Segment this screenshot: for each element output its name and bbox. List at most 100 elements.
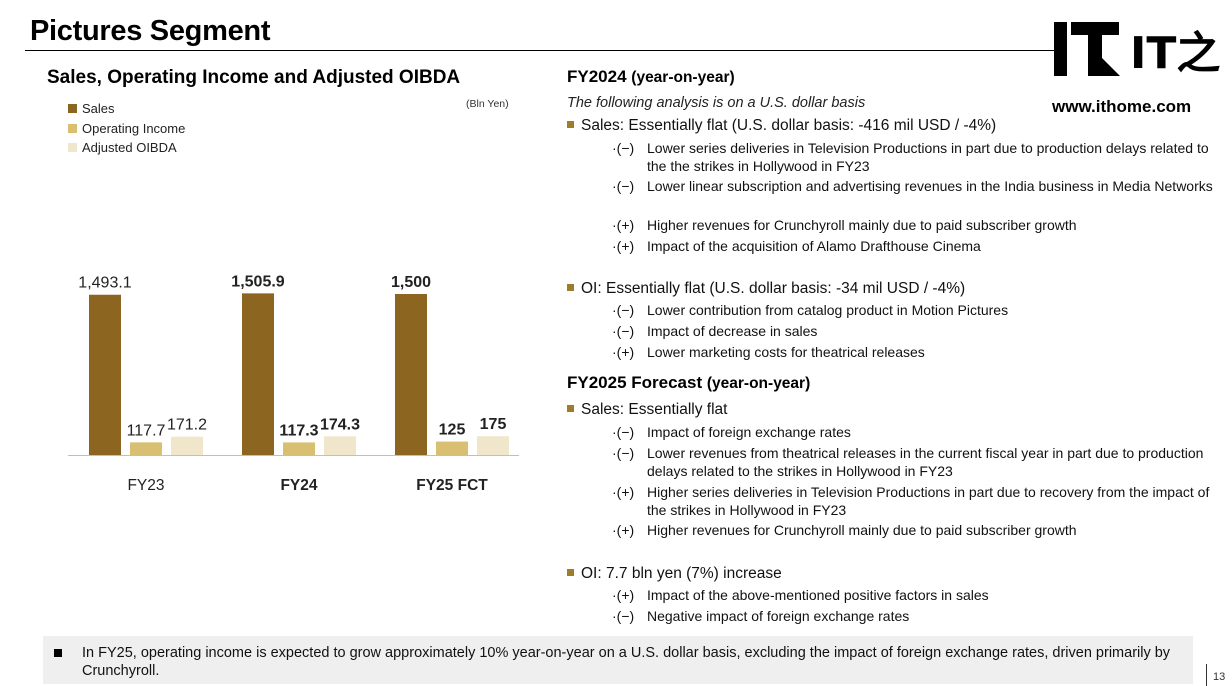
item-marker: ·(+): [612, 484, 635, 500]
item-text: Lower series deliveries in Television Pr…: [647, 140, 1209, 174]
fy2024-heading-paren: (year-on-year): [631, 69, 735, 86]
data-label-operating-income-0: 117.7: [127, 422, 166, 439]
list-item: ·(+) Lower marketing costs for theatrical…: [612, 344, 1227, 362]
item-text: Lower marketing costs for theatrical rel…: [647, 344, 925, 360]
fy2024-oi-bullet: OI: Essentially flat (U.S. dollar basis:…: [567, 280, 965, 298]
item-text: Higher revenues for Crunchyroll mainly d…: [647, 522, 1077, 538]
page-title: Pictures Segment: [30, 15, 271, 47]
item-text: Impact of decrease in sales: [647, 323, 818, 339]
data-label-adjusted-oibda-2: 175: [480, 416, 507, 433]
footer-summary-text: In FY25, operating income is expected to…: [82, 645, 1171, 679]
bullet-square-icon: [567, 284, 574, 291]
logo-url: www.ithome.com: [1052, 97, 1192, 116]
item-marker: ·(−): [612, 140, 635, 156]
item-marker: ·(+): [612, 522, 635, 538]
bullet-square-icon: [567, 569, 574, 576]
list-item: ·(+) Impact of the above-mentioned positi…: [612, 587, 1227, 605]
data-label-sales-0: 1,493.1: [78, 275, 131, 292]
list-item: ·(+) Higher revenues for Crunchyroll main…: [612, 522, 1227, 540]
legend-item-adjusted-oibda: Adjusted OIBDA: [68, 138, 185, 158]
data-label-adjusted-oibda-1: 174.3: [320, 416, 360, 433]
bullet-square-icon: [567, 121, 574, 128]
title-divider: [25, 50, 1055, 51]
item-marker: ·(+): [612, 217, 635, 233]
item-text: Lower linear subscription and advertisin…: [647, 178, 1213, 194]
chart-legend: Sales Operating Income Adjusted OIBDA: [68, 99, 185, 158]
chart-title: Sales, Operating Income and Adjusted OIB…: [47, 67, 461, 88]
bar-operating-income-1: [283, 442, 315, 455]
fy2024-sales-bullet: Sales: Essentially flat (U.S. dollar bas…: [567, 117, 996, 135]
bar-adjusted-oibda-2: [477, 436, 509, 455]
category-label-2: FY25 FCT: [416, 477, 488, 494]
item-text: Higher revenues for Crunchyroll mainly d…: [647, 217, 1077, 233]
fy2024-oi-label: OI: Essentially flat (U.S. dollar basis:…: [581, 280, 966, 297]
footer-summary-box: [43, 636, 1193, 684]
item-marker: ·(+): [612, 344, 635, 360]
item-marker: ·(−): [612, 424, 635, 440]
legend-item-operating-income: Operating Income: [68, 119, 185, 139]
item-text: Negative impact of foreign exchange rate…: [647, 608, 910, 624]
item-marker: ·(−): [612, 445, 635, 461]
footer-bullet-icon: [54, 649, 62, 657]
bullet-square-icon: [567, 405, 574, 412]
item-text: Impact of the above-mentioned positive f…: [647, 587, 989, 603]
bar-sales-1: [242, 293, 274, 455]
fy2025-heading-paren: (year-on-year): [706, 375, 811, 392]
fy2025-sales-label: Sales: Essentially flat: [581, 401, 728, 418]
bar-sales-0: [89, 294, 121, 455]
list-item: ·(−) Lower contribution from catalog prod…: [612, 302, 1227, 320]
item-marker: ·(−): [612, 608, 635, 624]
item-text: Lower contribution from catalog product …: [647, 302, 1009, 318]
list-item: ·(+) Higher revenues for Crunchyroll main…: [612, 217, 1227, 235]
legend-swatch-operating-income: [68, 123, 77, 133]
item-marker: ·(−): [612, 178, 635, 194]
list-item: ·(−) Lower series deliveries in Televisio…: [612, 140, 1227, 175]
bar-chart: 1,493.1 117.7 171.2 FY23 1,505.9 117.3 174.3 FY…: [68, 273, 519, 494]
data-label-operating-income-2: 125: [439, 422, 466, 439]
item-text: Higher series deliveries in Television P…: [647, 484, 1210, 518]
item-marker: ·(−): [612, 323, 635, 339]
item-marker: ·(+): [612, 238, 635, 254]
category-label-1: FY24: [280, 477, 317, 494]
item-text: Impact of the acquisition of Alamo Draft…: [647, 238, 981, 254]
svg-text:IT之家: IT之家: [1130, 28, 1220, 79]
item-marker: ·(+): [612, 587, 635, 603]
basis-note: The following analysis is on a U.S. doll…: [567, 95, 866, 111]
bar-sales-2: [395, 294, 427, 455]
data-label-sales-1: 1,505.9: [231, 273, 284, 290]
fy2025-oi-label: OI: 7.7 bln yen (7%) increase: [581, 565, 782, 582]
bar-operating-income-0: [130, 442, 162, 455]
list-item: ·(−) Impact of decrease in sales: [612, 323, 1227, 341]
ithome-logo-icon: IT之家: [1054, 22, 1220, 79]
fy2024-heading-text: FY2024: [567, 67, 627, 86]
fy2024-sales-label: Sales: Essentially flat (U.S. dollar bas…: [581, 117, 997, 134]
page-number: 13: [1213, 671, 1226, 683]
list-item: ·(−) Impact of foreign exchange rates: [612, 424, 1227, 442]
bar-adjusted-oibda-0: [171, 436, 203, 455]
list-item: ·(−) Lower revenues from theatrical relea…: [612, 445, 1227, 480]
item-text: Lower revenues from theatrical releases …: [647, 445, 1204, 479]
legend-label-sales: Sales: [82, 101, 115, 117]
bar-adjusted-oibda-1: [324, 436, 356, 455]
category-label-0: FY23: [127, 477, 164, 494]
bar-operating-income-2: [436, 441, 468, 455]
fy2025-sales-bullet: Sales: Essentially flat: [567, 401, 727, 419]
chart-unit-label: (Bln Yen): [466, 98, 509, 110]
legend-label-operating-income: Operating Income: [82, 120, 186, 136]
data-label-operating-income-1: 117.3: [279, 422, 318, 439]
fy2025-oi-bullet: OI: 7.7 bln yen (7%) increase: [567, 565, 782, 583]
list-item: ·(−) Negative impact of foreign exchange …: [612, 608, 1227, 626]
list-item: ·(+) Impact of the acquisition of Alamo D…: [612, 238, 1227, 256]
list-item: ·(+) Higher series deliveries in Televisi…: [612, 484, 1227, 519]
legend-swatch-adjusted-oibda: [68, 143, 77, 153]
legend-item-sales: Sales: [68, 99, 185, 119]
page-number-divider: [1206, 664, 1207, 686]
data-label-sales-2: 1,500: [391, 274, 431, 291]
item-text: Impact of foreign exchange rates: [647, 424, 851, 440]
list-item: ·(−) Lower linear subscription and advert…: [612, 178, 1227, 196]
legend-swatch-sales: [68, 104, 77, 114]
item-marker: ·(−): [612, 302, 635, 318]
fy2024-heading: FY2024 (year-on-year): [567, 67, 735, 87]
data-label-adjusted-oibda-0: 171.2: [167, 417, 207, 434]
legend-label-adjusted-oibda: Adjusted OIBDA: [82, 140, 177, 156]
